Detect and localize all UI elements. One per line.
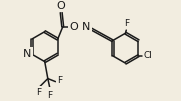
Text: N: N bbox=[23, 49, 31, 59]
Text: O: O bbox=[70, 22, 78, 32]
Text: F: F bbox=[36, 88, 41, 97]
Text: N: N bbox=[82, 22, 90, 32]
Text: O: O bbox=[57, 1, 66, 11]
Text: F: F bbox=[48, 91, 53, 100]
Text: F: F bbox=[57, 76, 62, 85]
Text: F: F bbox=[124, 19, 129, 28]
Text: Cl: Cl bbox=[144, 51, 153, 60]
